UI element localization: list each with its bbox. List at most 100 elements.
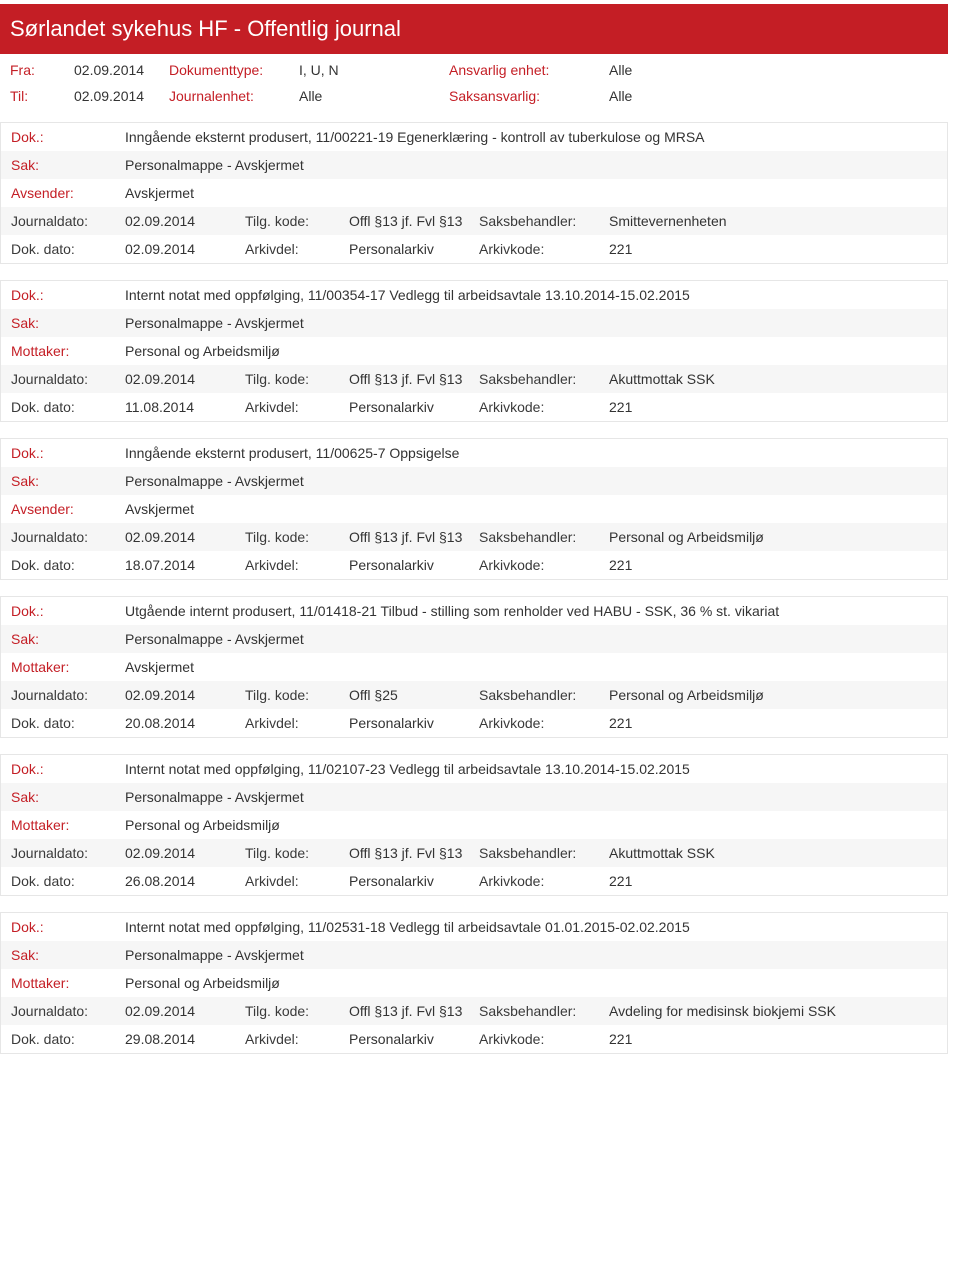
journal-entry: Dok.:Utgående internt produsert, 11/0141… xyxy=(0,596,948,738)
dokdato-label: Dok. dato: xyxy=(11,1031,125,1047)
sak-label: Sak: xyxy=(11,789,125,805)
sak-label: Sak: xyxy=(11,157,125,173)
saksbehandler-value: Akuttmottak SSK xyxy=(609,371,715,387)
arkivdel-value: Personalarkiv xyxy=(349,1031,479,1047)
filter-doktype-value: I, U, N xyxy=(299,62,339,78)
entries-container: Dok.:Inngående eksternt produsert, 11/00… xyxy=(0,122,948,1054)
party-label: Mottaker: xyxy=(11,659,125,675)
tilgkode-label: Tilg. kode: xyxy=(245,529,349,545)
party-value: Avskjermet xyxy=(125,659,194,675)
dokdato-label: Dok. dato: xyxy=(11,715,125,731)
filter-til-label: Til: xyxy=(10,88,28,104)
dokdato-value: 11.08.2014 xyxy=(125,399,245,415)
entry-dok-line: Dok.:Internt notat med oppfølging, 11/02… xyxy=(1,913,947,941)
entry-sak-line: Sak:Personalmappe - Avskjermet xyxy=(1,941,947,969)
arkivdel-label: Arkivdel: xyxy=(245,715,349,731)
sak-value: Personalmappe - Avskjermet xyxy=(125,157,304,173)
journal-entry: Dok.:Internt notat med oppfølging, 11/02… xyxy=(0,754,948,896)
dok-value: Inngående eksternt produsert, 11/00221-1… xyxy=(125,129,705,145)
arkivkode-label: Arkivkode: xyxy=(479,241,609,257)
arkivkode-value: 221 xyxy=(609,399,632,415)
arkivkode-label: Arkivkode: xyxy=(479,557,609,573)
dok-value: Inngående eksternt produsert, 11/00625-7… xyxy=(125,445,459,461)
journal-entry: Dok.:Internt notat med oppfølging, 11/00… xyxy=(0,280,948,422)
tilgkode-value: Offl §13 jf. Fvl §13 xyxy=(349,529,479,545)
filter-saksansvarlig-label: Saksansvarlig: xyxy=(449,88,540,104)
party-label: Mottaker: xyxy=(11,975,125,991)
sak-value: Personalmappe - Avskjermet xyxy=(125,315,304,331)
dokdato-label: Dok. dato: xyxy=(11,557,125,573)
dok-label: Dok.: xyxy=(11,603,125,619)
saksbehandler-value: Personal og Arbeidsmiljø xyxy=(609,529,764,545)
saksbehandler-value: Avdeling for medisinsk biokjemi SSK xyxy=(609,1003,836,1019)
arkivdel-label: Arkivdel: xyxy=(245,399,349,415)
tilgkode-value: Offl §13 jf. Fvl §13 xyxy=(349,213,479,229)
journal-entry: Dok.:Inngående eksternt produsert, 11/00… xyxy=(0,438,948,580)
arkivkode-value: 221 xyxy=(609,1031,632,1047)
sak-value: Personalmappe - Avskjermet xyxy=(125,947,304,963)
dokdato-value: 02.09.2014 xyxy=(125,241,245,257)
journaldato-value: 02.09.2014 xyxy=(125,371,245,387)
arkivdel-label: Arkivdel: xyxy=(245,241,349,257)
journaldato-label: Journaldato: xyxy=(11,845,125,861)
entry-meta-row-1: Journaldato:02.09.2014Tilg. kode:Offl §1… xyxy=(1,997,947,1025)
arkivkode-value: 221 xyxy=(609,873,632,889)
saksbehandler-value: Akuttmottak SSK xyxy=(609,845,715,861)
tilgkode-label: Tilg. kode: xyxy=(245,845,349,861)
arkivkode-label: Arkivkode: xyxy=(479,399,609,415)
journaldato-label: Journaldato: xyxy=(11,687,125,703)
tilgkode-label: Tilg. kode: xyxy=(245,687,349,703)
entry-sak-line: Sak:Personalmappe - Avskjermet xyxy=(1,309,947,337)
dokdato-label: Dok. dato: xyxy=(11,873,125,889)
arkivkode-label: Arkivkode: xyxy=(479,715,609,731)
dok-label: Dok.: xyxy=(11,445,125,461)
entry-dok-line: Dok.:Internt notat med oppfølging, 11/02… xyxy=(1,755,947,783)
sak-value: Personalmappe - Avskjermet xyxy=(125,631,304,647)
arkivkode-label: Arkivkode: xyxy=(479,873,609,889)
saksbehandler-value: Smittevernenheten xyxy=(609,213,727,229)
journaldato-label: Journaldato: xyxy=(11,371,125,387)
entry-meta-row-2: Dok. dato:18.07.2014Arkivdel:Personalark… xyxy=(1,551,947,579)
dok-value: Internt notat med oppfølging, 11/00354-1… xyxy=(125,287,690,303)
filter-row-2: Til: 02.09.2014 Journalenhet: Alle Saksa… xyxy=(0,80,948,106)
entry-meta-row-2: Dok. dato:29.08.2014Arkivdel:Personalark… xyxy=(1,1025,947,1053)
journaldato-label: Journaldato: xyxy=(11,529,125,545)
entry-meta-row-2: Dok. dato:26.08.2014Arkivdel:Personalark… xyxy=(1,867,947,895)
entry-sak-line: Sak:Personalmappe - Avskjermet xyxy=(1,151,947,179)
tilgkode-value: Offl §25 xyxy=(349,687,479,703)
entry-party-line: Mottaker:Avskjermet xyxy=(1,653,947,681)
tilgkode-value: Offl §13 jf. Fvl §13 xyxy=(349,1003,479,1019)
dokdato-value: 26.08.2014 xyxy=(125,873,245,889)
tilgkode-label: Tilg. kode: xyxy=(245,1003,349,1019)
filter-ansvarlig-value: Alle xyxy=(609,62,632,78)
sak-label: Sak: xyxy=(11,631,125,647)
filter-doktype-label: Dokumenttype: xyxy=(169,62,263,78)
arkivdel-label: Arkivdel: xyxy=(245,557,349,573)
journaldato-value: 02.09.2014 xyxy=(125,213,245,229)
journal-entry: Dok.:Internt notat med oppfølging, 11/02… xyxy=(0,912,948,1054)
arkivdel-label: Arkivdel: xyxy=(245,1031,349,1047)
arkivkode-value: 221 xyxy=(609,241,632,257)
journal-entry: Dok.:Inngående eksternt produsert, 11/00… xyxy=(0,122,948,264)
party-value: Avskjermet xyxy=(125,185,194,201)
dokdato-value: 29.08.2014 xyxy=(125,1031,245,1047)
entry-meta-row-1: Journaldato:02.09.2014Tilg. kode:Offl §1… xyxy=(1,523,947,551)
party-label: Mottaker: xyxy=(11,817,125,833)
filter-til-value: 02.09.2014 xyxy=(74,88,144,104)
arkivkode-value: 221 xyxy=(609,557,632,573)
entry-meta-row-2: Dok. dato:11.08.2014Arkivdel:Personalark… xyxy=(1,393,947,421)
entry-party-line: Avsender:Avskjermet xyxy=(1,179,947,207)
entry-party-line: Mottaker:Personal og Arbeidsmiljø xyxy=(1,811,947,839)
entry-meta-row-2: Dok. dato:02.09.2014Arkivdel:Personalark… xyxy=(1,235,947,263)
page-title: Sørlandet sykehus HF - Offentlig journal xyxy=(10,16,401,41)
dokdato-label: Dok. dato: xyxy=(11,399,125,415)
party-label: Avsender: xyxy=(11,185,125,201)
saksbehandler-label: Saksbehandler: xyxy=(479,529,609,545)
arkivdel-value: Personalarkiv xyxy=(349,241,479,257)
entry-dok-line: Dok.:Internt notat med oppfølging, 11/00… xyxy=(1,281,947,309)
party-value: Personal og Arbeidsmiljø xyxy=(125,975,280,991)
tilgkode-label: Tilg. kode: xyxy=(245,371,349,387)
entry-party-line: Mottaker:Personal og Arbeidsmiljø xyxy=(1,337,947,365)
journaldato-label: Journaldato: xyxy=(11,213,125,229)
filter-fra-value: 02.09.2014 xyxy=(74,62,144,78)
